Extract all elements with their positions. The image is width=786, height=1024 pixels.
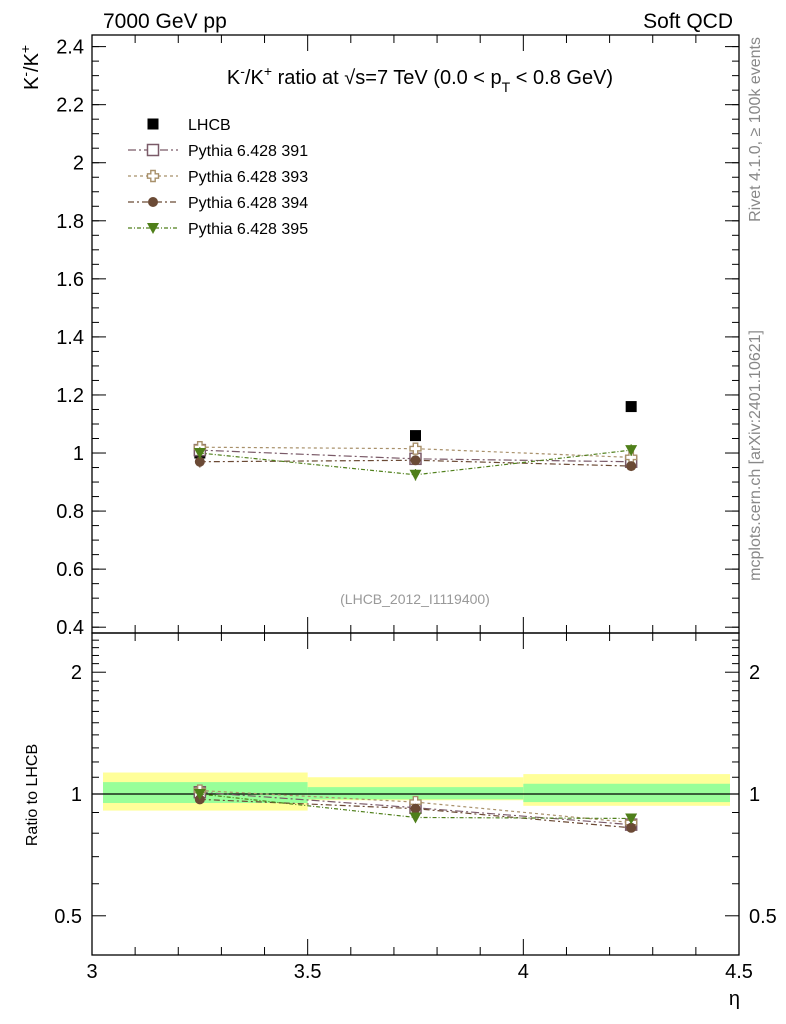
ratio-series-3 — [193, 789, 638, 825]
series-point-3-2 — [626, 461, 637, 472]
main-ytick-label-10: 2.4 — [56, 37, 84, 59]
main-ytick-label-5: 1.4 — [56, 327, 84, 349]
ratio-ytick-label-right-2: 2 — [749, 662, 760, 684]
ratio-series-point-2-2 — [626, 822, 637, 833]
chart-title: K-/K+ ratio at √s=7 TeV (0.0 < pT < 0.8 … — [227, 63, 613, 95]
ratio-ytick-label-1: 1 — [71, 784, 82, 806]
main-ytick-label-7: 1.8 — [56, 211, 84, 233]
ratio-series-point-2-1 — [410, 803, 421, 814]
ratio-series-point-3-1 — [409, 812, 422, 824]
ratio-y-axis-label: Ratio to LHCB — [24, 744, 41, 846]
ratio-series-2 — [194, 794, 637, 833]
title-k1: K — [227, 67, 241, 89]
title-sqrt: √ — [344, 67, 355, 89]
legend-label-0: LHCB — [188, 117, 231, 134]
header-left: 7000 GeV pp — [103, 10, 227, 33]
ratio-panel: 3 3.5 4 4.5 0.5 0.5 1 1 2 2 — [54, 632, 777, 983]
ratio-ytick-label-2: 2 — [71, 662, 82, 684]
series-point-0-2 — [625, 401, 637, 413]
legend: LHCB Pythia 6.428 391 Pythia 6.428 393 Pyth… — [128, 117, 308, 238]
legend-label-3: Pythia 6.428 394 — [188, 195, 308, 212]
title-k2: /K — [245, 67, 265, 89]
ylabel-k1: K — [21, 76, 43, 90]
legend-marker-1 — [146, 143, 160, 157]
title-text2: s=7 TeV (0.0 < p — [355, 67, 501, 89]
legend-marker-2 — [146, 169, 160, 183]
main-ytick-label-4: 1.2 — [56, 385, 84, 407]
ratio-ytick-label-0: 0.5 — [54, 906, 82, 928]
main-panel: 0.4 0.6 0.8 1 1.2 1.4 1.6 1.8 2 2.2 2.4 — [56, 34, 740, 639]
x-tick-label-1: 3.5 — [294, 961, 322, 983]
header-right: Soft QCD — [643, 10, 733, 33]
ylabel-sup2: + — [17, 45, 33, 53]
ylabel-k2: /K — [21, 52, 43, 72]
main-ytick-label-2: 0.8 — [56, 501, 84, 523]
legend-label-4: Pythia 6.428 395 — [188, 221, 308, 238]
analysis-watermark: (LHCB_2012_I1119400) — [340, 591, 490, 607]
title-text3: < 0.8 GeV) — [510, 67, 613, 89]
x-tick-label-0: 3 — [86, 961, 97, 983]
ratio-series-point-3-2 — [625, 813, 638, 825]
legend-label-1: Pythia 6.428 391 — [188, 143, 308, 160]
main-ytick-label-1: 0.6 — [56, 559, 84, 581]
mcplots-label: mcplots.cern.ch [arXiv:2401.10621] — [747, 330, 764, 581]
legend-marker-4 — [147, 223, 159, 234]
main-ytick-label-9: 2.2 — [56, 95, 84, 117]
x-tick-label-2: 4 — [518, 961, 529, 983]
series-point-0-1 — [410, 430, 421, 442]
legend-marker-0 — [147, 118, 159, 130]
ratio-ytick-label-right-0: 0.5 — [749, 906, 777, 928]
title-sup1: - — [240, 63, 245, 79]
ratio-band-inner-2 — [523, 783, 730, 803]
series-4 — [193, 444, 638, 481]
title-sub: T — [502, 79, 511, 95]
ratio-ytick-label-right-1: 1 — [749, 784, 760, 806]
main-ytick-label-0: 0.4 — [56, 617, 84, 639]
series-point-3-1 — [410, 455, 421, 466]
series-point-3-0 — [194, 456, 205, 467]
title-sup2: + — [264, 63, 272, 79]
y-axis-label: K-/K+ — [17, 45, 43, 90]
ratio-series-point-3-0 — [193, 789, 206, 800]
x-axis-label: η — [729, 988, 740, 1010]
legend-marker-3 — [148, 197, 158, 207]
main-ytick-label-6: 1.6 — [56, 269, 84, 291]
series-3 — [194, 455, 637, 472]
ylabel-sup1: - — [17, 72, 33, 77]
series-point-2-1 — [409, 442, 422, 455]
series-point-4-0 — [193, 448, 206, 460]
rivet-label: Rivet 4.1.0, ≥ 100k events — [747, 37, 764, 222]
series-point-4-2 — [625, 445, 638, 457]
main-ytick-label-3: 1 — [73, 443, 84, 465]
series-point-4-1 — [409, 469, 422, 481]
main-ytick-label-8: 2 — [73, 153, 84, 175]
x-tick-label-3: 4.5 — [725, 961, 753, 983]
ratio-series-line-1 — [199, 789, 632, 824]
legend-label-2: Pythia 6.428 393 — [188, 169, 308, 186]
title-text1: ratio at — [272, 67, 344, 89]
ratio-band-inner-1 — [307, 787, 524, 800]
